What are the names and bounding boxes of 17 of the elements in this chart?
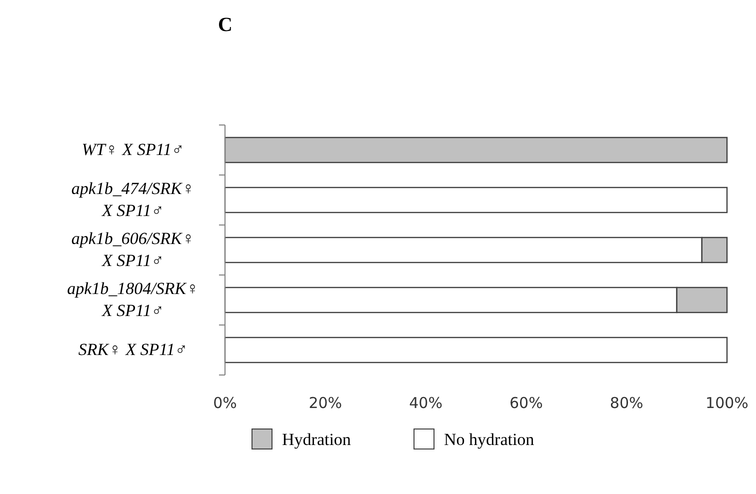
x-tick-label: 20% [308,394,342,412]
chart-title: C [218,14,232,36]
x-tick-label: 80% [610,394,644,412]
y-tick-label: WT♀ X SP11♂ [82,140,184,159]
x-tick-label: 60% [510,394,543,412]
bar [224,136,728,164]
legend-label: No hydration [444,430,535,449]
legend-label: Hydration [282,430,352,449]
y-tick-label: apk1b_606/SRK♀ X SP11♂ [71,229,195,270]
y-tick-label: apk1b_474/SRK♀ X SP11♂ [71,179,195,220]
y-tick-label: apk1b_1804/SRK♀ X SP11♂ [67,279,199,320]
x-tick-label: 40% [409,394,442,412]
y-tick-label: SRK♀ X SP11♂ [78,340,188,359]
x-tick-label: 100% [706,394,748,412]
bar [224,336,728,364]
bar [224,186,728,214]
x-tick-label: 0% [213,394,237,412]
